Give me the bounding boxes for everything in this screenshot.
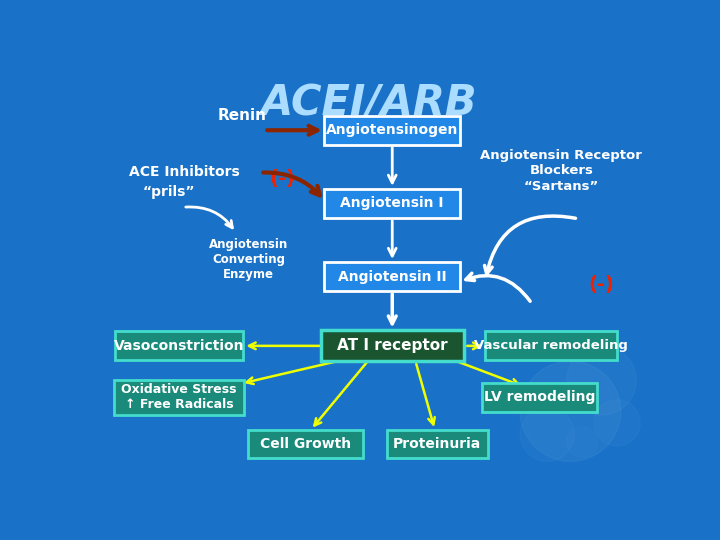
Text: “prils”: “prils”: [143, 185, 195, 199]
Text: ACE Inhibitors: ACE Inhibitors: [129, 165, 240, 179]
Text: Proteinuria: Proteinuria: [393, 437, 482, 451]
Text: (-): (-): [589, 275, 614, 294]
Text: LV remodeling: LV remodeling: [484, 390, 595, 404]
FancyBboxPatch shape: [482, 383, 597, 412]
FancyBboxPatch shape: [325, 116, 460, 145]
Text: Angiotensin
Converting
Enzyme: Angiotensin Converting Enzyme: [210, 238, 289, 281]
Text: (-): (-): [269, 169, 295, 188]
FancyBboxPatch shape: [485, 331, 617, 361]
FancyBboxPatch shape: [320, 330, 464, 361]
Text: Vasoconstriction: Vasoconstriction: [114, 339, 244, 353]
Text: ACEI/ARB: ACEI/ARB: [261, 82, 477, 124]
Text: Cell Growth: Cell Growth: [260, 437, 351, 451]
Circle shape: [520, 361, 621, 461]
FancyBboxPatch shape: [114, 380, 244, 415]
Circle shape: [594, 400, 640, 446]
Text: Angiotensin I: Angiotensin I: [341, 197, 444, 211]
Text: Angiotensin Receptor
Blockers
“Sartans”: Angiotensin Receptor Blockers “Sartans”: [480, 150, 642, 192]
FancyBboxPatch shape: [248, 430, 363, 457]
Circle shape: [567, 346, 636, 415]
Text: AT I receptor: AT I receptor: [337, 339, 448, 353]
Circle shape: [567, 427, 598, 457]
FancyBboxPatch shape: [387, 430, 487, 457]
Text: Oxidative Stress
↑ Free Radicals: Oxidative Stress ↑ Free Radicals: [122, 383, 237, 411]
Text: Renin: Renin: [217, 108, 266, 123]
FancyBboxPatch shape: [325, 262, 460, 291]
Text: Angiotensin II: Angiotensin II: [338, 269, 446, 284]
Text: Vascular remodeling: Vascular remodeling: [474, 339, 628, 353]
Circle shape: [520, 408, 575, 461]
FancyBboxPatch shape: [115, 331, 243, 361]
FancyBboxPatch shape: [325, 189, 460, 218]
Text: Angiotensinogen: Angiotensinogen: [326, 123, 459, 137]
